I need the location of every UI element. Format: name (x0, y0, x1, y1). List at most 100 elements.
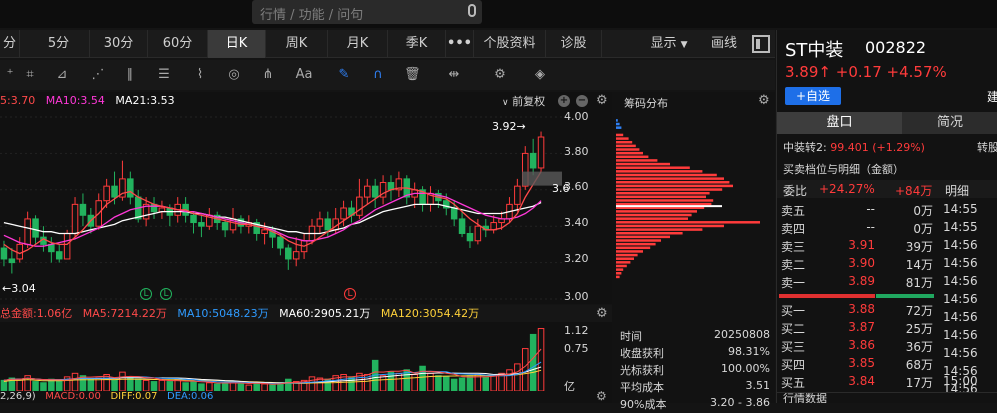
measure-icon[interactable]: ⇹ (448, 67, 460, 82)
display-dropdown[interactable]: 显示 ▼ (644, 30, 694, 58)
low-marker: ←3.04 (2, 282, 36, 295)
candle-body (119, 178, 126, 198)
draw-line-button[interactable]: 画线 (710, 36, 737, 51)
pitchfork-icon[interactable]: ⋔ (262, 67, 274, 82)
candle-body (458, 218, 466, 234)
chip-bar (616, 272, 622, 275)
tick-time: 14:56 (943, 310, 978, 324)
settings-icon[interactable]: ⚙ (494, 67, 506, 82)
display-label: 显示 (650, 36, 677, 51)
stock-change-pct: +4.57% (886, 63, 947, 81)
volume-bar (490, 375, 497, 392)
volume-bar (482, 376, 490, 392)
level-price: -- (866, 202, 875, 216)
volume-bar (261, 383, 268, 392)
polyline-icon[interactable]: ⌇ (196, 67, 204, 82)
tab-orderbook[interactable]: 盘口 (777, 112, 902, 134)
tick-time: 14:55 (943, 202, 978, 216)
chip-info-value: 98.31% (728, 345, 770, 358)
more-periods-button[interactable]: ••• (446, 30, 474, 58)
sell-strength-bar (779, 294, 875, 298)
period-tab-3[interactable]: 60分 (148, 30, 208, 58)
quote-sidebar: ST中装 002822 3.89↑ +0.17 +4.57% +自选 建 盘口 … (776, 30, 997, 403)
pen-icon[interactable]: ✎ (338, 67, 350, 82)
adjust-dropdown[interactable]: ∨ 前复权 (502, 93, 545, 109)
sell-row[interactable]: 卖五 -- 0万 (777, 202, 937, 220)
buy-row[interactable]: 买四 3.85 68万 (777, 356, 937, 374)
y-tick: 3.20 (564, 252, 589, 265)
fib-lines-icon[interactable]: ☰ (158, 67, 170, 82)
buy-row[interactable]: 买三 3.86 36万 (777, 338, 937, 356)
vol-ma5-legend: MA5:7214.22万 (82, 307, 167, 320)
sell-row[interactable]: 卖一 3.89 81万 (777, 274, 937, 292)
crop-icon[interactable]: ⌗ (26, 67, 34, 82)
period-tab-1[interactable]: 5分 (28, 30, 90, 58)
period-tab-4[interactable]: 日K (208, 30, 266, 58)
tick-time: 14:56 (943, 328, 978, 342)
limit-badge[interactable]: L (160, 288, 172, 300)
volume-chart[interactable]: 1.12 0.75 亿 2,26,9) MACD:0.00 DIFF:0.07 … (0, 322, 612, 403)
kline-chart[interactable]: 5:3.70 MA10:3.54 MA21:3.53 ∨ 前复权 + − ⚙ 3… (0, 92, 612, 304)
top-bar: 行情 / 功能 / 问句 (0, 0, 997, 28)
text-icon[interactable]: Aa (295, 67, 313, 82)
magnet-icon[interactable]: ∩ (373, 67, 383, 82)
macd-settings-icon[interactable]: ⚙ (596, 389, 607, 403)
candle-body (537, 136, 545, 169)
chip-bar (616, 155, 649, 159)
parallel-lines-icon[interactable]: ∥ (126, 67, 134, 82)
candle-body (324, 218, 332, 231)
chip-info-label: 收盘获利 (620, 347, 664, 360)
sell-row[interactable]: 卖三 3.91 39万 (777, 238, 937, 256)
level-volume: 25万 (905, 322, 933, 336)
buy-row[interactable]: 买一 3.88 72万 (777, 302, 937, 320)
level-volume: 72万 (905, 304, 933, 318)
cycle-icon[interactable]: ◎ (228, 67, 240, 82)
level-name: 买五 (781, 376, 806, 390)
chip-info-row: 平均成本 3.51 (620, 379, 770, 396)
candle-body (285, 247, 292, 260)
bond-value: 99.401 (+1.29%) (830, 141, 925, 154)
search-input[interactable]: 行情 / 功能 / 问句 (252, 0, 482, 24)
zoom-out-icon[interactable]: − (576, 95, 588, 107)
tab-overview[interactable]: 简况 (936, 115, 963, 130)
buy-row[interactable]: 买五 3.84 17万 (777, 374, 937, 392)
candle-body (395, 178, 403, 191)
diagnose-button[interactable]: 诊股 (546, 30, 602, 58)
level-volume: 0万 (913, 204, 933, 218)
limit-badge[interactable]: L (344, 288, 356, 300)
layers-icon[interactable]: ◈ (535, 67, 545, 82)
period-tab-2[interactable]: 30分 (90, 30, 148, 58)
chip-bar (616, 122, 620, 126)
chip-info-value: 100.00% (721, 362, 770, 375)
buy-row[interactable]: 买二 3.87 25万 (777, 320, 937, 338)
period-tab-6[interactable]: 月K (328, 30, 388, 58)
ray-tool-icon[interactable]: ⁺ (6, 67, 14, 82)
period-bar: 分 5分 30分 60分 日K 周K 月K 季K ••• 个股资料 诊股 显示 … (0, 30, 775, 58)
level-name: 卖三 (781, 240, 806, 254)
fan-icon[interactable]: ⊿ (56, 67, 68, 82)
level-price: 3.84 (848, 374, 875, 388)
panel-toggle-icon[interactable] (752, 35, 770, 53)
microphone-icon[interactable] (468, 4, 476, 17)
volume-settings-icon[interactable]: ⚙ (596, 306, 608, 321)
period-tab-5[interactable]: 周K (266, 30, 328, 58)
period-tab-0[interactable]: 分 (0, 30, 20, 58)
volume-bar (55, 379, 63, 392)
chart-settings-icon[interactable]: ⚙ (596, 93, 608, 108)
level-price: 3.87 (848, 320, 875, 334)
profile-button[interactable]: 个股资料 (474, 30, 546, 58)
chip-settings-icon[interactable]: ⚙ (758, 93, 770, 108)
sell-row[interactable]: 卖四 -- 0万 (777, 220, 937, 238)
volume-bar (158, 379, 166, 392)
price-axis: 4.00 3.80 3.60 3.40 3.20 3.00 (564, 99, 612, 303)
pattern-icon[interactable]: ⋰ (91, 67, 105, 82)
delete-icon[interactable]: 🗑 (404, 67, 421, 82)
zoom-in-icon[interactable]: + (558, 95, 570, 107)
chip-bar (616, 199, 714, 202)
sell-row[interactable]: 卖二 3.90 14万 (777, 256, 937, 274)
period-tab-7[interactable]: 季K (388, 30, 446, 58)
add-watchlist-button[interactable]: +自选 (785, 87, 841, 105)
chip-bar (616, 177, 724, 180)
limit-badge[interactable]: L (140, 288, 152, 300)
chip-bar (616, 257, 634, 260)
